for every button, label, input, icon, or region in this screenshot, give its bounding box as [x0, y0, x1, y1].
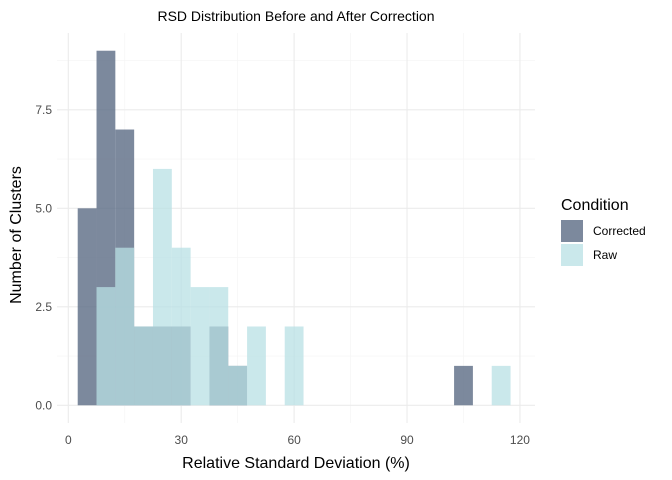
- x-tick-label: 0: [65, 433, 72, 447]
- bar-raw: [247, 326, 266, 406]
- y-tick-label: 7.5: [35, 103, 52, 117]
- y-axis-title: Number of Clusters: [8, 166, 25, 304]
- y-tick-label: 2.5: [35, 300, 52, 314]
- x-axis-title: Relative Standard Deviation (%): [182, 455, 410, 472]
- x-axis-ticks: 0 30 60 90 120: [65, 423, 530, 447]
- legend-swatch: [561, 244, 583, 266]
- histogram-bars: [77, 50, 511, 406]
- bar-raw: [284, 326, 304, 406]
- bar-raw: [209, 287, 229, 406]
- legend-swatch: [561, 220, 583, 242]
- bar-raw: [491, 365, 511, 406]
- bar-corrected: [454, 365, 473, 406]
- bar-raw: [115, 247, 135, 406]
- legend-title: Condition: [561, 197, 629, 214]
- chart-title: RSD Distribution Before and After Correc…: [157, 8, 434, 24]
- legend-item-raw: Raw: [561, 244, 617, 266]
- bar-raw: [134, 326, 153, 406]
- legend-label: Corrected: [593, 224, 646, 238]
- x-tick-label: 90: [400, 433, 414, 447]
- bar-raw: [152, 168, 172, 406]
- x-tick-label: 30: [175, 433, 189, 447]
- y-tick-label: 0.0: [35, 398, 52, 412]
- bar-corrected: [77, 208, 97, 406]
- legend-label: Raw: [593, 248, 617, 262]
- y-axis-ticks: 0.0 2.5 5.0 7.5: [35, 103, 52, 412]
- y-tick-label: 5.0: [35, 201, 52, 215]
- x-tick-label: 60: [287, 433, 301, 447]
- legend-item-corrected: Corrected: [561, 220, 646, 242]
- bar-raw: [171, 247, 191, 406]
- x-tick-label: 120: [510, 433, 530, 447]
- bar-raw: [228, 365, 248, 406]
- legend: Condition Corrected Raw: [561, 197, 646, 266]
- bar-raw: [190, 287, 210, 406]
- bar-raw: [96, 287, 116, 406]
- series-raw: [96, 168, 511, 406]
